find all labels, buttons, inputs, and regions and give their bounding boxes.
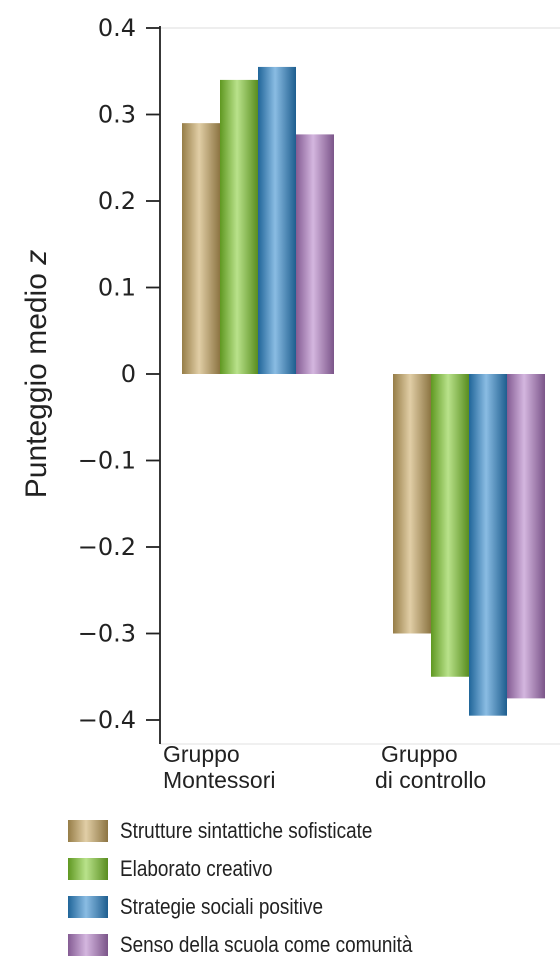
legend-label: Elaborato creativo (120, 856, 273, 881)
legend-swatch (68, 820, 108, 842)
category-label-line1: Gruppo (381, 741, 458, 767)
legend-label: Strutture sintattiche sofisticate (120, 818, 373, 843)
category-label-line2: di controllo (375, 767, 486, 793)
legend-swatch (68, 934, 108, 956)
y-tick-label: 0.3 (98, 101, 136, 129)
y-tick-label: −0.4 (78, 706, 136, 734)
bar-2-group-2 (431, 374, 469, 677)
legend-item: Strutture sintattiche sofisticate (68, 812, 460, 850)
category-label-line2: Montessori (163, 767, 275, 793)
legend-swatch (68, 896, 108, 918)
bar-chart: 0.4 0.3 0.2 0.1 0 −0.1 −0.2 −0.3 −0.4 Punteggio m… (20, 14, 560, 793)
bar-3-group-1 (258, 66, 296, 375)
y-tick-label: 0.4 (98, 14, 136, 42)
y-tick-label: 0.1 (98, 274, 136, 302)
bar-2-group-1 (220, 79, 258, 375)
bar-4-group-2 (507, 374, 545, 699)
y-axis-label: Punteggio medio z (20, 250, 53, 499)
bar-4-group-1 (296, 134, 334, 374)
legend-item: Elaborato creativo (68, 850, 460, 888)
legend-item: Strategie sociali positive (68, 888, 460, 926)
category-label-line1: Gruppo (163, 741, 240, 767)
y-tick-label: −0.2 (78, 533, 136, 561)
legend-swatch (68, 858, 108, 880)
legend-label: Strategie sociali positive (120, 894, 323, 919)
bar-1-group-2 (393, 374, 431, 634)
legend-item: Senso della scuola come comunità (68, 926, 460, 964)
bar-1-group-1 (182, 123, 220, 375)
y-tick-label: −0.3 (78, 620, 136, 648)
legend-label: Senso della scuola come comunità (120, 932, 413, 957)
bar-3-group-2 (469, 374, 507, 716)
legend: Strutture sintattiche sofisticate Elabora… (68, 812, 460, 964)
y-tick-label: −0.1 (78, 447, 136, 475)
y-tick-label: 0 (121, 360, 136, 388)
y-tick-label: 0.2 (98, 187, 136, 215)
